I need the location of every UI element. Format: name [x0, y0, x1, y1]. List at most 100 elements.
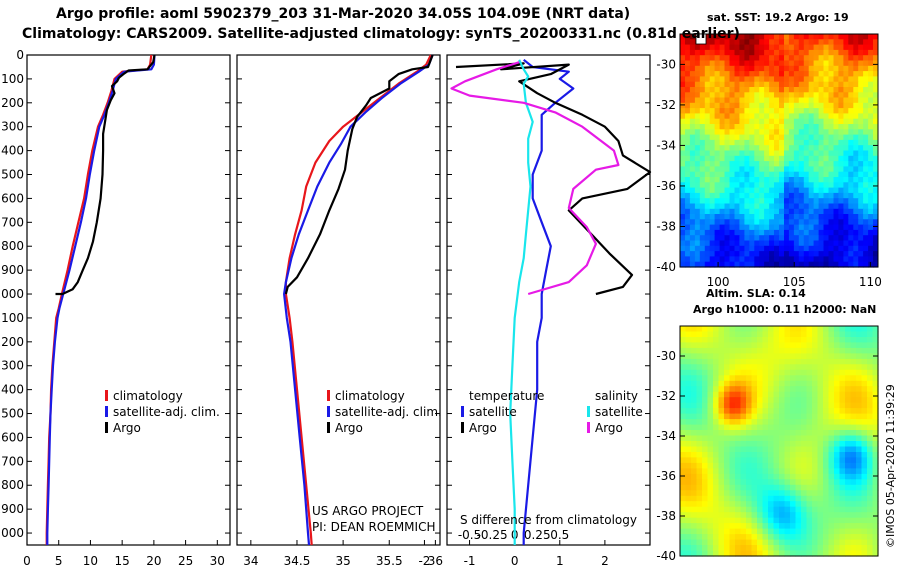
sst-map-cell	[744, 219, 750, 226]
sla-map-cell	[768, 479, 775, 486]
sla-map-cell	[729, 495, 736, 502]
sst-map-cell	[779, 60, 785, 67]
sla-map-cell	[823, 353, 830, 360]
sst-map-cell	[823, 139, 829, 146]
sla-map-cell	[757, 347, 764, 354]
plot-frame-temperature	[26, 54, 231, 546]
sst-map-cell	[694, 44, 701, 51]
sla-map-cell	[850, 528, 857, 535]
sla-map-cell	[685, 337, 692, 344]
sst-map-cell	[694, 108, 701, 114]
sst-map-cell	[685, 219, 691, 226]
sla-map-cell	[806, 550, 813, 557]
sla-map-cell	[696, 534, 703, 541]
sla-map-cell	[817, 462, 824, 469]
sla-map-cell	[845, 347, 852, 354]
sla-map-cell	[757, 523, 764, 530]
sla-map-cell	[867, 326, 874, 333]
sla-map-cell	[773, 386, 780, 393]
sst-map-cell	[798, 219, 805, 226]
sst-map-cell	[774, 245, 780, 252]
sla-map-cell	[773, 435, 780, 442]
sla-map-cell	[795, 408, 802, 415]
sst-map-cell	[754, 208, 760, 215]
sla-map-cell	[718, 550, 725, 557]
sla-map-cell	[812, 534, 819, 541]
sla-map-cell	[685, 490, 692, 497]
sla-map-cell	[790, 517, 797, 524]
sla-map-cell	[790, 539, 797, 546]
sla-map-cell	[779, 424, 786, 431]
sst-map-cell	[689, 261, 696, 268]
sla-map-cell	[751, 435, 758, 442]
sla-map-cell	[839, 539, 846, 546]
sla-map-cell	[718, 479, 725, 486]
sst-map-cell	[749, 171, 755, 178]
sla-map-cell	[779, 517, 786, 524]
sst-map-cell	[759, 214, 765, 220]
sst-map-cell	[724, 166, 730, 173]
sst-map-cell	[788, 166, 795, 173]
sst-map-cell	[784, 39, 790, 46]
sst-map-cell	[764, 150, 770, 157]
sst-map-cell	[868, 192, 874, 199]
sst-map-cell	[729, 256, 735, 263]
sla-map-cell	[839, 446, 846, 453]
sla-map-cell	[845, 468, 852, 475]
sla-map-cell	[746, 517, 753, 524]
sst-map-cell	[714, 219, 721, 226]
sla-map-cell	[762, 484, 769, 491]
sla-map-cell	[812, 462, 819, 469]
sla-map-cell	[867, 331, 874, 338]
sla-map-cell	[790, 364, 797, 371]
sst-map-cell	[689, 92, 696, 99]
sst-map-cell	[868, 39, 874, 46]
sst-map-cell	[788, 49, 795, 56]
sla-map-cell	[872, 452, 879, 459]
sst-map-cell	[744, 235, 750, 242]
sla-map-cell	[867, 441, 874, 448]
sla-map-cell	[850, 446, 857, 453]
sst-map-cell	[704, 49, 711, 56]
sla-map-cell	[872, 545, 879, 552]
sla-map-cell	[735, 539, 742, 546]
sla-map-cell	[702, 369, 709, 376]
sst-map-cell	[868, 161, 874, 167]
sla-map-cell	[702, 473, 709, 480]
sst-map-cell	[694, 102, 701, 109]
sst-map-cell	[694, 145, 701, 152]
sst-map-cell	[838, 65, 844, 72]
sst-map-cell	[868, 240, 874, 247]
figure-title-line-2: Climatology: CARS2009. Satellite-adjuste…	[22, 26, 740, 42]
sst-map-cell	[694, 124, 701, 130]
sla-map-cell	[828, 490, 835, 497]
x-tick-label: 0	[511, 554, 519, 568]
sla-map-cell	[839, 391, 846, 398]
sst-map-cell	[858, 92, 864, 99]
sst-map-cell	[689, 155, 696, 162]
sst-map-cell	[699, 245, 706, 252]
sla-map-cell	[801, 402, 808, 409]
sst-map-cell	[719, 256, 726, 263]
sla-map-cell	[696, 397, 703, 404]
sla-map-cell	[872, 342, 879, 349]
sst-map-cell	[818, 182, 825, 189]
sla-map-cell	[850, 386, 857, 393]
sla-map-cell	[773, 424, 780, 431]
sla-map-cell	[768, 369, 775, 376]
sla-map-cell	[845, 539, 852, 546]
sst-map-cell	[685, 229, 691, 236]
sla-map-cell	[823, 402, 830, 409]
sla-map-cell	[806, 337, 813, 344]
sst-map-cell	[858, 219, 864, 226]
sst-map-cell	[734, 182, 740, 189]
sla-map-cell	[850, 358, 857, 365]
sla-map-cell	[839, 369, 846, 376]
sla-map-cell	[795, 369, 802, 376]
sst-map-cell	[739, 92, 745, 99]
sla-map-cell	[839, 550, 846, 557]
sst-map-cell	[793, 60, 800, 67]
sst-map-cell	[759, 261, 765, 268]
sla-map-cell	[850, 517, 857, 524]
sst-map-cell	[818, 235, 825, 242]
